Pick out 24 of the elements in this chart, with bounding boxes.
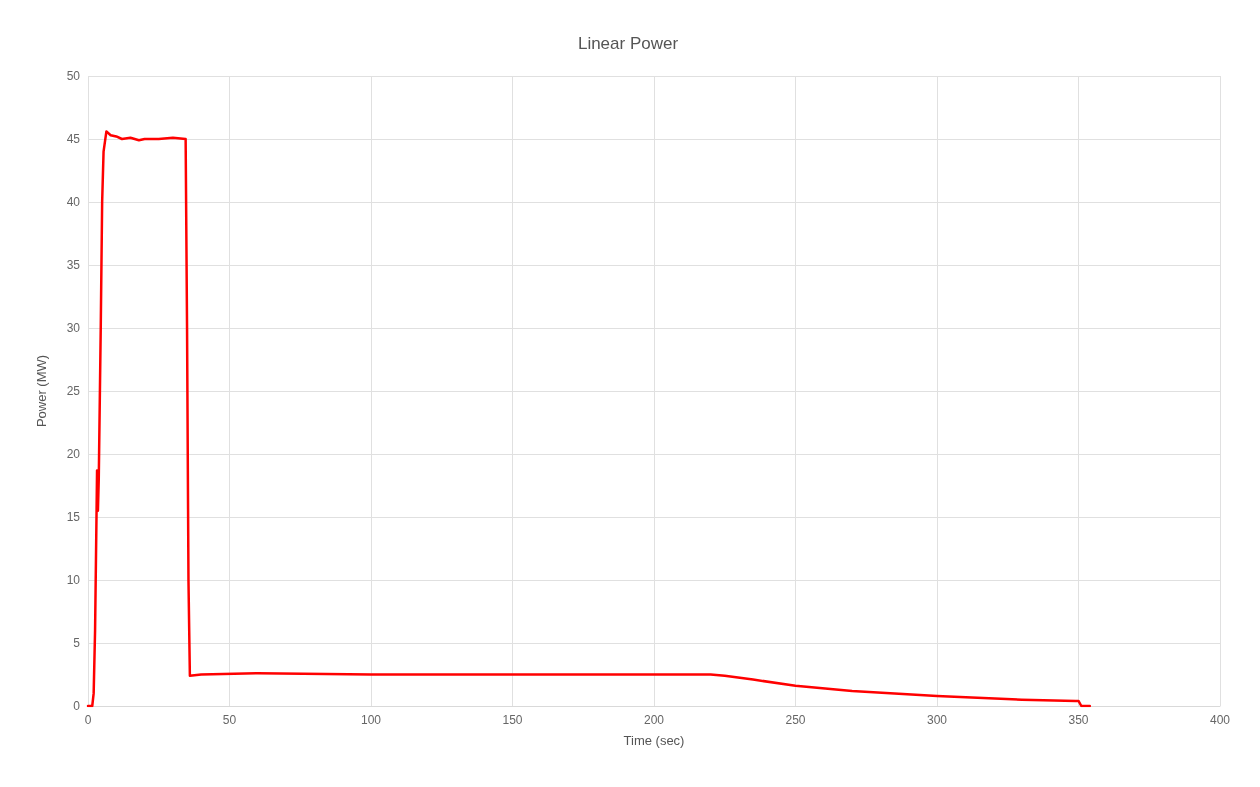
y-tick-label: 10 — [66, 573, 81, 587]
y-tick-label: 45 — [66, 132, 81, 146]
y-tick-label: 20 — [66, 447, 81, 461]
chart-title: Linear Power — [577, 34, 679, 53]
x-tick-label: 250 — [785, 713, 806, 727]
x-tick-label: 50 — [222, 713, 237, 727]
x-tick-label: 150 — [502, 713, 523, 727]
y-axis-title: Power (MW) — [34, 354, 49, 428]
y-tick-label: 15 — [66, 510, 81, 524]
y-tick-label: 25 — [66, 384, 81, 398]
x-tick-label: 100 — [360, 713, 382, 727]
y-tick-label: 40 — [66, 195, 81, 209]
x-tick-label: 300 — [926, 713, 948, 727]
y-tick-label: 50 — [66, 69, 81, 83]
x-tick-label: 400 — [1209, 713, 1231, 727]
x-tick-label: 200 — [643, 713, 665, 727]
y-tick-label: 35 — [66, 258, 81, 272]
x-axis-title: Time (sec) — [623, 733, 685, 748]
y-tick-label: 5 — [73, 636, 81, 650]
x-tick-label: 0 — [84, 713, 92, 727]
x-tick-label: 350 — [1068, 713, 1089, 727]
y-tick-label: 0 — [73, 699, 81, 713]
line-series — [86, 130, 1092, 708]
y-tick-label: 30 — [66, 321, 81, 335]
